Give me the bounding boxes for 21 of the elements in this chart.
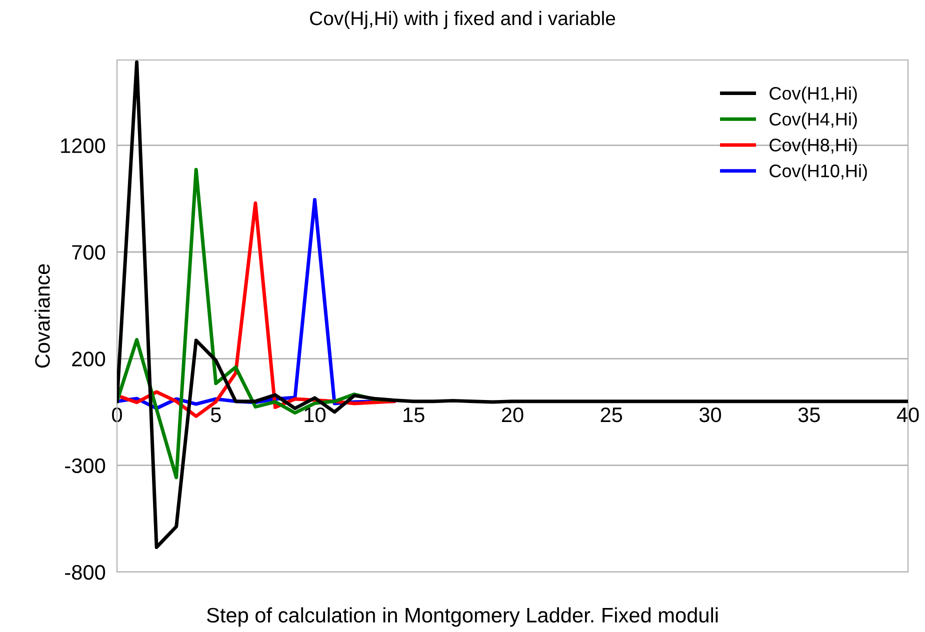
legend-label: Cov(H1,Hi) bbox=[770, 86, 857, 104]
x-tick-label: 25 bbox=[600, 407, 622, 422]
legend-label: Cov(H8,Hi) bbox=[770, 138, 857, 156]
x-tick-label: 35 bbox=[798, 407, 820, 422]
x-tick-label: 10 bbox=[304, 407, 326, 422]
x-tick-label: 15 bbox=[404, 408, 424, 422]
chart-title: Cov(Hj,Hi) with j fixed and i variable bbox=[310, 10, 616, 30]
y-tick-label: -300 bbox=[65, 458, 106, 474]
y-tick-label: -800 bbox=[65, 565, 106, 580]
x-tick-label: 20 bbox=[502, 407, 524, 422]
y-tick-label: 700 bbox=[72, 245, 106, 260]
x-axis-title: Step of calculation in Montgomery Ladder. Fixed moduli bbox=[206, 607, 718, 627]
y-axis-title: Covariance bbox=[34, 264, 50, 368]
legend-label: Cov(H4,Hi) bbox=[770, 112, 857, 130]
x-tick-label: 40 bbox=[896, 407, 919, 422]
legend-label: Cov(H10,Hi) bbox=[770, 164, 867, 181]
y-tick-label: 200 bbox=[72, 352, 106, 366]
y-tick-label: 1200 bbox=[61, 138, 106, 154]
x-tick-label: 30 bbox=[699, 407, 722, 422]
x-tick-label: 5 bbox=[210, 408, 221, 422]
x-tick-label: 0 bbox=[112, 407, 122, 422]
